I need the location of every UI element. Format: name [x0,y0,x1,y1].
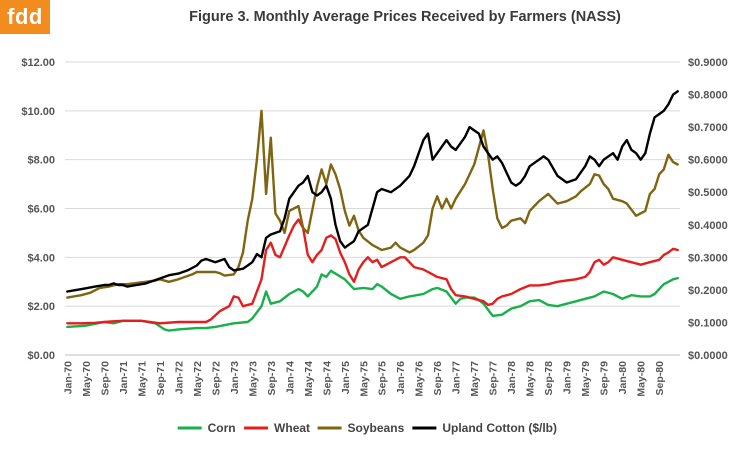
y-right-tick-label: $0.9000 [688,57,728,69]
x-tick-label: Jan-76 [395,361,407,394]
y-right-tick-label: $0.0000 [688,350,728,362]
y-right-tick-label: $0.7000 [688,122,728,134]
y-left-tick-label: $0.00 [27,350,55,362]
x-tick-label: Jan-75 [340,361,352,394]
series-line-corn [66,269,679,332]
legend-label-upland: Upland Cotton ($/lb) [442,421,557,435]
x-tick-label: May-73 [247,361,259,397]
x-tick-label: Jan-72 [173,361,185,394]
x-tick-label: May-75 [358,361,370,397]
y-right-tick-label: $0.8000 [688,90,728,102]
y-left-tick-label: $8.00 [27,155,55,167]
x-tick-label: Sep-77 [488,361,500,396]
fdd-logo: fdd [0,0,50,34]
y-left-tick-label: $12.00 [21,57,55,69]
x-tick-label: Jan-70 [62,361,74,394]
x-tick-label: May-71 [136,361,148,397]
x-tick-label: Sep-78 [543,361,555,396]
y-left-tick-label: $6.00 [27,204,55,216]
x-tick-label: Sep-76 [432,361,444,396]
series-line-upland [66,90,679,293]
legend-label-soybeans: Soybeans [348,421,405,435]
logo-text: fdd [7,4,43,29]
x-tick-label: Sep-75 [377,361,389,396]
series-line-soybeans [66,109,679,299]
legend-label-wheat: Wheat [274,421,310,435]
x-tick-label: Jan-77 [451,361,463,394]
y-right-tick-label: $0.2000 [688,285,728,297]
chart-title: Figure 3. Monthly Average Prices Receive… [189,9,621,25]
x-tick-label: Sep-70 [99,361,111,396]
x-tick-label: Sep-74 [321,361,333,396]
x-tick-label: Jan-78 [506,361,518,394]
x-tick-label: Sep-79 [599,361,611,396]
x-tick-label: May-70 [81,361,93,397]
x-tick-label: May-77 [469,361,481,397]
x-tick-label: May-79 [580,361,592,397]
x-tick-label: May-72 [192,361,204,397]
x-tick-label: Sep-80 [654,361,666,396]
x-tick-label: Jan-71 [118,361,130,394]
y-right-tick-label: $0.5000 [688,187,728,199]
x-tick-label: Jan-80 [617,361,629,394]
x-tick-label: Jan-74 [284,361,296,394]
y-right-tick-label: $0.6000 [688,155,728,167]
series-line-wheat [66,218,679,325]
y-left-tick-label: $2.00 [27,301,55,313]
x-tick-label: Jan-79 [562,361,574,394]
x-tick-label: Jan-73 [229,361,241,394]
x-tick-label: May-78 [525,361,537,397]
y-left-tick-label: $4.00 [27,252,55,264]
x-tick-label: Sep-72 [210,361,222,396]
x-tick-label: Sep-71 [155,361,167,396]
x-tick-label: Sep-73 [266,361,278,396]
y-right-tick-label: $0.4000 [688,220,728,232]
y-right-tick-label: $0.3000 [688,252,728,264]
y-left-tick-label: $10.00 [21,106,55,118]
x-tick-label: May-76 [414,361,426,397]
legend-label-corn: Corn [208,421,236,435]
x-tick-label: May-74 [303,361,315,397]
y-right-tick-label: $0.1000 [688,317,728,329]
x-tick-label: May-80 [636,361,648,397]
